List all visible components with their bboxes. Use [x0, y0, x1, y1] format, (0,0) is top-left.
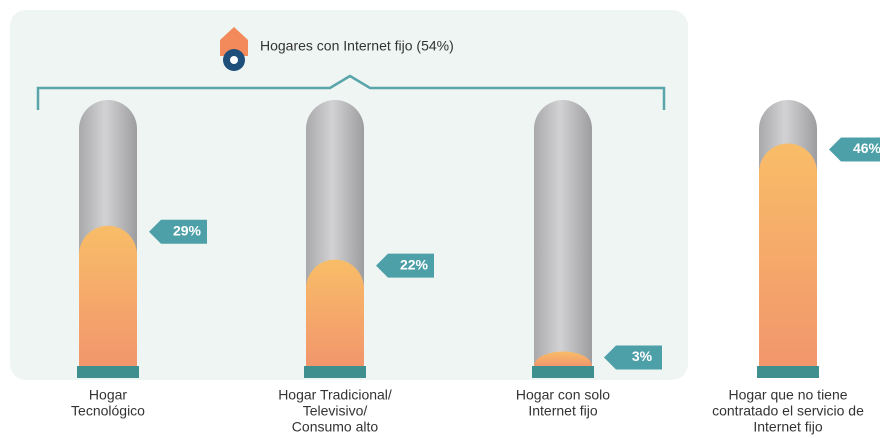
x-tick-label: Hogar [89, 387, 127, 403]
x-tick-label: Internet fijo [528, 403, 597, 419]
house-icon [220, 27, 248, 71]
x-tick-label: Hogar Tradicional/ [278, 387, 392, 403]
bar [759, 143, 817, 366]
x-tick-label: Internet fijo [753, 419, 822, 435]
tube-base [757, 366, 819, 378]
tube-base [532, 366, 594, 378]
value-tag [829, 137, 880, 162]
tube [534, 100, 592, 366]
value-tag [604, 345, 662, 370]
group-label: Hogares con Internet fijo (54%) [260, 38, 454, 54]
tube-base [77, 366, 139, 378]
tube-base [304, 366, 366, 378]
value-tag [376, 253, 434, 278]
bracket [36, 74, 666, 110]
value-label: 22% [400, 256, 429, 272]
bar [534, 351, 592, 366]
x-tick-label: Hogar que no tiene [728, 387, 847, 403]
value-label: 3% [632, 348, 653, 364]
x-tick-label: Televisivo/ [303, 403, 368, 419]
value-label: 29% [173, 222, 202, 238]
bar [306, 259, 364, 366]
bar [79, 225, 137, 366]
x-tick-label: Tecnológico [71, 403, 145, 419]
x-tick-label: contratado el servicio de [712, 403, 864, 419]
value-label: 46% [853, 140, 880, 156]
x-tick-label: Hogar con solo [516, 387, 610, 403]
x-tick-label: Consumo alto [292, 419, 379, 435]
value-tag [149, 219, 207, 244]
